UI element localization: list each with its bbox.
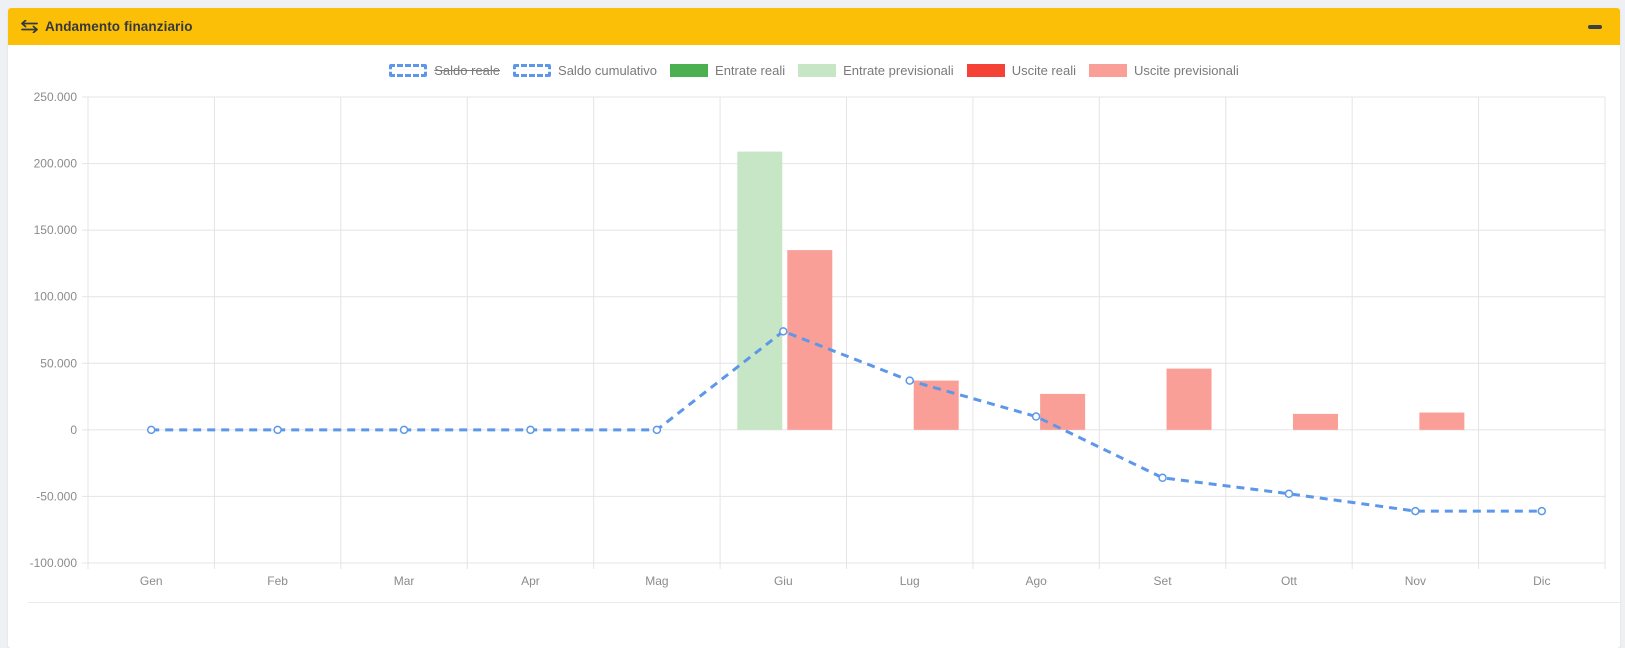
point-saldo-cumulativo-ott [1284, 489, 1294, 499]
x-axis-label: Ott [1281, 574, 1298, 588]
y-axis-label: 200.000 [34, 157, 78, 171]
legend-label-entrate-reali: Entrate reali [715, 63, 786, 78]
legend-swatch-saldo-reale [389, 64, 428, 77]
y-axis-label: 50.000 [40, 356, 77, 370]
point-saldo-cumulativo-mag [652, 425, 662, 435]
point-saldo-cumulativo-dic [1537, 506, 1547, 516]
panel-title: Andamento finanziario [45, 19, 193, 34]
x-axis-label: Apr [521, 574, 540, 588]
point-saldo-cumulativo-nov [1411, 506, 1420, 516]
point-saldo-cumulativo-set [1158, 473, 1167, 483]
x-axis-label: Ago [1025, 574, 1047, 588]
legend-label-saldo-cumulativo: Saldo cumulativo [558, 63, 658, 78]
legend-item-uscite-reali[interactable]: Uscite reali [966, 63, 1076, 78]
bar-uscite-previsionali-ago [1040, 393, 1086, 430]
point-saldo-cumulativo-feb [273, 425, 282, 435]
minus-icon [1588, 24, 1602, 29]
legend-item-entrate-reali[interactable]: Entrate reali [670, 63, 785, 78]
panel-footer-divider [28, 602, 1620, 603]
exchange-icon [21, 20, 38, 33]
legend-item-uscite-previsionali[interactable]: Uscite previsionali [1088, 63, 1239, 78]
legend-swatch-entrate-previsionali [798, 64, 837, 77]
y-axis-label: 100.000 [34, 290, 78, 304]
point-saldo-cumulativo-giu [779, 327, 788, 336]
financial-chart-canvas[interactable]: 250.000 200.000 150.000 100.000 50.000 0 -50.0… [8, 45, 1620, 593]
y-axis-label: 150.000 [34, 223, 78, 237]
point-saldo-cumulativo-gen [146, 425, 156, 435]
legend-swatch-saldo-cumulativo [513, 64, 552, 77]
panel-header: Andamento finanziario [8, 8, 1620, 45]
x-axis-label: Nov [1405, 574, 1426, 588]
legend-swatch-uscite-previsionali [1088, 64, 1127, 77]
legend-item-entrate-previsionali[interactable]: Entrate previsionali [798, 63, 954, 78]
chart-legend: Saldo reale Saldo cumulativo Entrate reali… [8, 63, 1620, 78]
chart-body: Saldo reale Saldo cumulativo Entrate reali… [8, 45, 1620, 602]
bar-uscite-previsionali-giu [787, 250, 833, 430]
point-saldo-cumulativo-apr [526, 425, 535, 435]
x-axis-label: Feb [267, 574, 288, 588]
legend-item-saldo-cumulativo[interactable]: Saldo cumulativo [513, 63, 657, 78]
line-saldo-cumulativo [151, 329, 1542, 513]
y-axis-label: -50.000 [36, 489, 77, 503]
point-saldo-cumulativo-mar [399, 425, 409, 435]
y-axis-label: -100.000 [30, 556, 78, 570]
x-axis-label: Giu [774, 574, 793, 588]
point-saldo-cumulativo-ago [1031, 412, 1041, 421]
y-axis-label: 250.000 [34, 90, 78, 104]
x-axis-label: Mag [645, 574, 668, 588]
x-axis-label: Mar [394, 574, 415, 588]
legend-label-uscite-reali: Uscite reali [1011, 63, 1076, 78]
x-axis-label: Set [1154, 574, 1173, 588]
legend-label-entrate-previsionali: Entrate previsionali [843, 63, 954, 78]
x-axis-label: Lug [900, 574, 920, 588]
bar-entrate-previsionali-giu [737, 151, 783, 430]
bar-uscite-previsionali-ott [1292, 413, 1338, 430]
legend-swatch-entrate-reali [670, 64, 709, 77]
x-axis-label: Gen [140, 574, 163, 588]
financial-trend-panel: Andamento finanziario Saldo reale Saldo c… [8, 8, 1620, 648]
point-saldo-cumulativo-lug [905, 376, 914, 385]
collapse-button[interactable] [1584, 16, 1606, 38]
legend-label-uscite-previsionali: Uscite previsionali [1133, 63, 1239, 78]
x-axis-label: Dic [1533, 574, 1550, 588]
bar-uscite-previsionali-nov [1419, 412, 1465, 430]
legend-item-saldo-reale[interactable]: Saldo reale [389, 63, 500, 78]
legend-label-saldo-reale: Saldo reale [434, 63, 501, 78]
y-axis-label: 0 [70, 423, 77, 437]
bar-uscite-previsionali-set [1166, 368, 1212, 430]
legend-swatch-uscite-reali [966, 64, 1005, 77]
